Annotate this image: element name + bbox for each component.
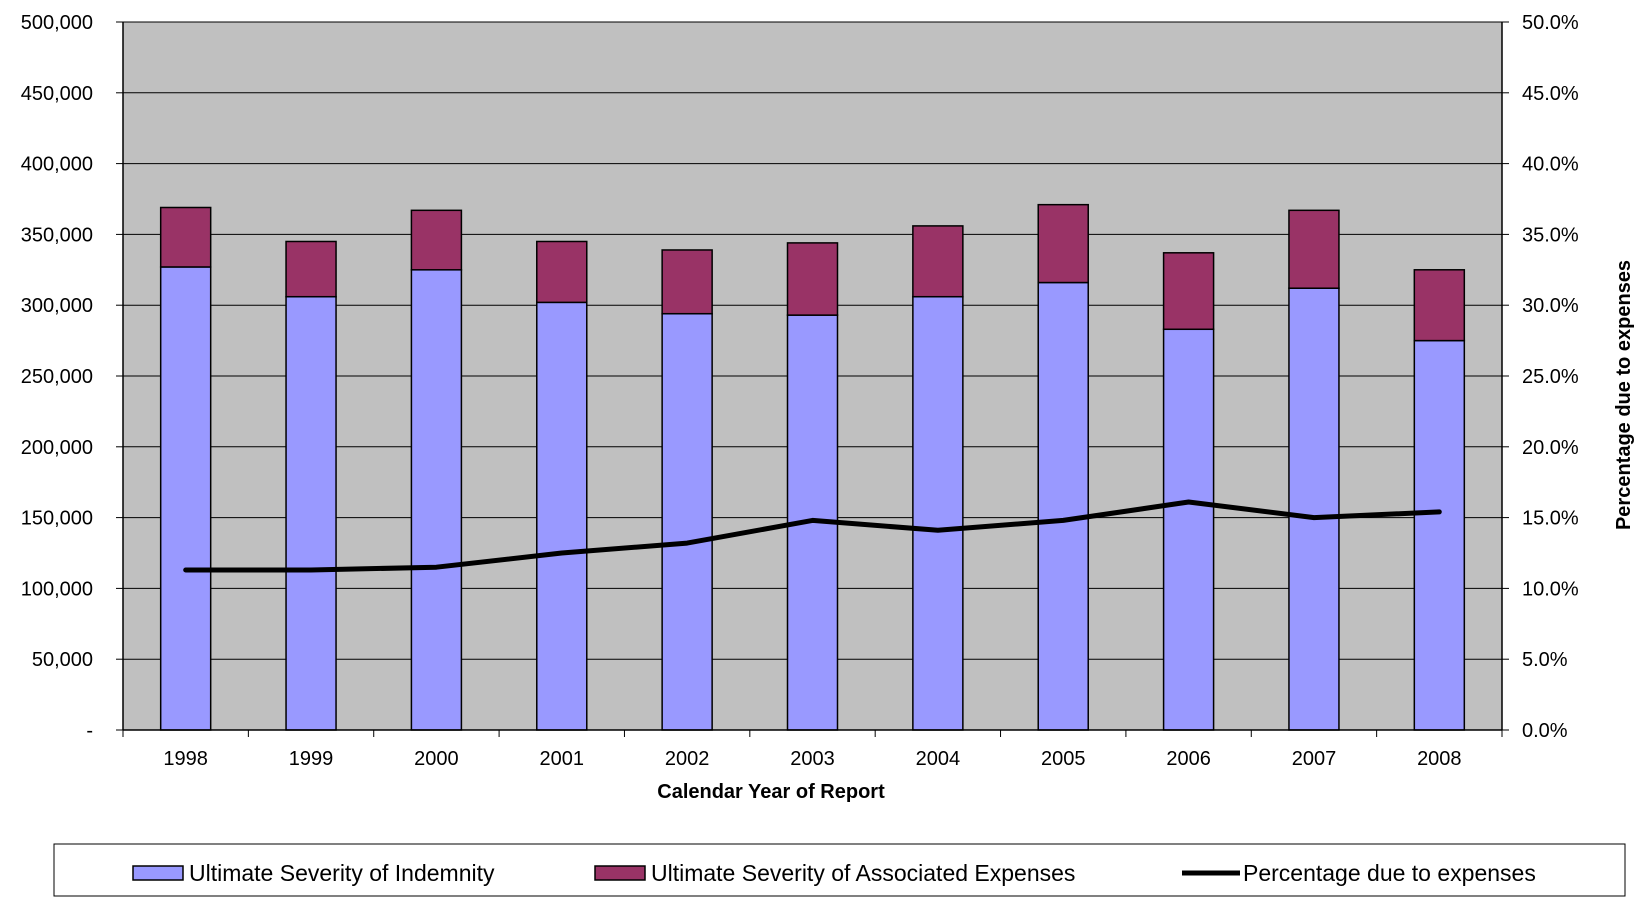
bar-indemnity (410, 269, 463, 731)
bar-expenses (661, 249, 713, 315)
x-tick-label: 2005 (1041, 748, 1086, 770)
y-tick-label: 450,000 (21, 83, 93, 105)
legend: Ultimate Severity of Indemnity Ultimate … (53, 843, 1626, 897)
x-tick-label: 2003 (790, 748, 835, 770)
y2-tick-label: 40.0% (1522, 154, 1579, 176)
x-tick-label: 2000 (414, 748, 459, 770)
bar-expenses (536, 240, 588, 304)
bar-expenses (159, 206, 212, 268)
y-tick-label: 500,000 (21, 12, 93, 34)
bar-expenses (912, 225, 964, 298)
y2-tick-label: 15.0% (1522, 508, 1579, 530)
line-series (183, 499, 1442, 573)
x-tick-label: 2008 (1417, 748, 1462, 770)
y-tick-label: 300,000 (21, 295, 93, 317)
bar-expenses (285, 240, 337, 298)
percentage-line (183, 499, 1442, 573)
y2-tick-label: 0.0% (1522, 720, 1568, 742)
y-tick-label: 250,000 (21, 366, 93, 388)
legend-label-percentage: Percentage due to expenses (1243, 860, 1536, 886)
x-tick-label: 1999 (289, 748, 334, 770)
y-tick-label: 50,000 (32, 649, 93, 671)
legend-label-expenses: Ultimate Severity of Associated Expenses (651, 860, 1075, 886)
legend-swatch-expenses (594, 865, 646, 881)
y2-tick-label: 35.0% (1522, 224, 1579, 246)
bar-expenses (1162, 252, 1215, 331)
legend-label-indemnity: Ultimate Severity of Indemnity (189, 860, 495, 886)
x-tick-label: 1998 (163, 748, 208, 770)
y2-tick-label: 25.0% (1522, 366, 1579, 388)
bar-expenses (1037, 203, 1089, 284)
y-tick-label: 100,000 (21, 578, 93, 600)
y2-tick-label: 50.0% (1522, 12, 1579, 34)
tick-labels: - 0.0% 50,000 5.0% 100,000 10.0% 150,000 15.0% 2… (21, 12, 1579, 770)
bar-indemnity (159, 266, 212, 731)
y2-tick-label: 10.0% (1522, 578, 1579, 600)
y2-axis-title: Percentage due to expenses (1613, 260, 1635, 530)
x-axis-title: Calendar Year of Report (657, 781, 885, 803)
bar-expenses (1288, 209, 1340, 289)
bar-series (159, 203, 1466, 731)
y2-tick-label: 45.0% (1522, 83, 1579, 105)
y-tick-label: 350,000 (21, 224, 93, 246)
bar-expenses (410, 209, 463, 271)
y2-tick-label: 30.0% (1522, 295, 1579, 317)
x-tick-label: 2001 (540, 748, 585, 770)
y-tick-label: 200,000 (21, 437, 93, 459)
legend-frame (53, 843, 1626, 897)
bar-indemnity (912, 295, 964, 731)
y2-tick-label: 5.0% (1522, 649, 1568, 671)
bar-expenses (1413, 269, 1466, 342)
y2-tick-label: 20.0% (1522, 437, 1579, 459)
x-tick-label: 2004 (916, 748, 961, 770)
legend-swatch-indemnity (132, 865, 184, 881)
bar-indemnity (1413, 339, 1466, 731)
bar-expenses (786, 242, 839, 316)
x-tick-label: 2006 (1166, 748, 1211, 770)
bar-indemnity (1037, 281, 1089, 731)
bar-indemnity (661, 312, 713, 731)
x-tick-label: 2007 (1292, 748, 1337, 770)
axes (116, 21, 1509, 737)
bar-indemnity (1288, 287, 1340, 731)
x-tick-label: 2002 (665, 748, 710, 770)
bar-indemnity (285, 295, 337, 731)
y-tick-label: 150,000 (21, 508, 93, 530)
y-tick-label: 400,000 (21, 154, 93, 176)
y-tick-label: - (86, 720, 93, 742)
bar-indemnity (1162, 328, 1215, 731)
bar-indemnity (536, 301, 588, 731)
